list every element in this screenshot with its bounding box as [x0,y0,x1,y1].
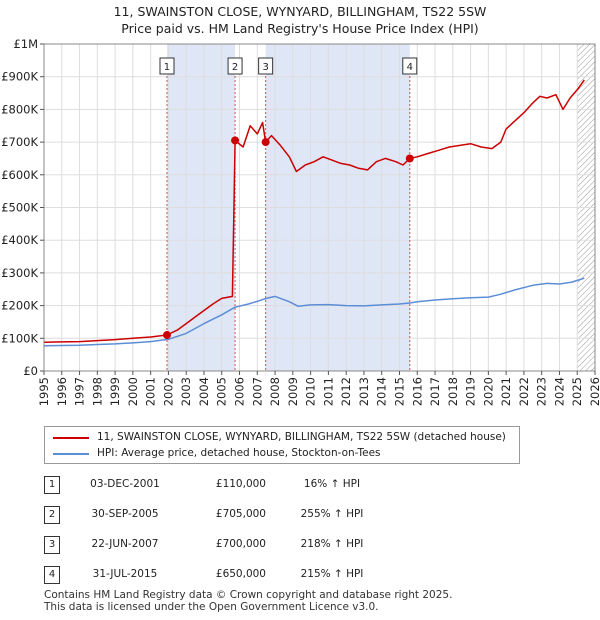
sale-number: 1 [44,476,60,494]
x-tick-label: 2003 [179,377,193,406]
chart-title: 11, SWAINSTON CLOSE, WYNYARD, BILLINGHAM… [113,4,487,19]
y-tick-label: £0 [23,364,38,378]
table-row: 4 31-JUL-2015 £650,000 215% ↑ HPI [0,566,600,586]
property-price-line [44,79,585,343]
sale-number: 4 [44,566,60,584]
sale-label: 2 [232,62,238,73]
sale-hpi: 215% ↑ HPI [300,568,364,580]
sale-hpi: 218% ↑ HPI [300,538,364,550]
legend-label-property: 11, SWAINSTON CLOSE, WYNYARD, BILLINGHAM… [97,431,506,443]
y-tick-label: £500K [1,201,38,215]
x-tick-label: 2009 [286,377,300,406]
sale-price: £110,000 [215,478,266,490]
y-tick-label: £300K [1,266,38,280]
x-tick-label: 2015 [392,377,406,406]
x-tick-label: 2008 [268,377,282,406]
x-tick-label: 2006 [233,377,247,406]
x-tick-label: 2016 [410,377,424,406]
sale-number: 2 [44,506,60,524]
sale-price: £700,000 [215,538,266,550]
x-tick-label: 2024 [552,377,566,406]
y-tick-label: £700K [1,135,38,149]
sale-hpi: 255% ↑ HPI [300,508,364,520]
x-tick-label: 2000 [126,377,140,406]
x-tick-label: 2014 [375,377,389,406]
x-tick-label: 2026 [588,377,600,406]
sale-label: 4 [407,62,413,73]
sale-point [261,138,270,147]
sale-date: 30-SEP-2005 [91,508,159,520]
sale-label: 3 [262,62,268,73]
footer: Contains HM Land Registry data © Crown c… [44,589,452,613]
legend-swatch-hpi [53,453,89,455]
footer-line-licence: This data is licensed under the Open Gov… [44,601,379,613]
legend-swatch-property [53,437,89,439]
x-tick-label: 2001 [144,377,158,406]
x-tick-label: 2007 [250,377,264,406]
x-tick-label: 1997 [73,377,87,406]
sale-hpi: 16% ↑ HPI [303,478,361,490]
sale-label-box [227,57,243,75]
sale-date: 03-DEC-2001 [90,478,160,490]
sale-label-box [258,57,274,75]
table-row: 2 30-SEP-2005 £705,000 255% ↑ HPI [0,506,600,526]
y-tick-label: £800K [1,102,38,116]
y-tick-label: £900K [1,70,38,84]
sale-point [405,154,414,163]
x-tick-label: 2002 [161,377,175,406]
sale-label: 1 [164,62,170,73]
x-tick-label: 1996 [55,377,69,406]
sale-label-box [159,57,175,75]
x-tick-label: 2019 [464,377,478,406]
sale-date: 31-JUL-2015 [92,568,158,580]
x-tick-label: 2011 [321,377,335,406]
y-tick-label: £600K [1,168,38,182]
x-tick-label: 2020 [481,377,495,406]
footer-line-copyright: Contains HM Land Registry data © Crown c… [44,589,453,601]
x-tick-label: 2004 [197,377,211,406]
sale-label-box [402,57,418,75]
y-tick-label: £100K [1,331,38,345]
y-tick-label: £400K [1,233,38,247]
legend-label-hpi: HPI: Average price, detached house, Stoc… [97,447,381,459]
table-row: 3 22-JUN-2007 £700,000 218% ↑ HPI [0,536,600,556]
sale-price: £650,000 [215,568,266,580]
x-tick-label: 2010 [304,377,318,406]
x-tick-label: 2023 [535,377,549,406]
x-tick-label: 2021 [499,377,513,406]
sale-price: £705,000 [215,508,266,520]
x-tick-label: 2013 [357,377,371,406]
price-chart: 1 2 3 4 £0 £100K £200K £300K £400K £500K £600K £70… [1,37,600,406]
x-tick-label: 1998 [90,377,104,406]
x-tick-label: 2018 [446,377,460,406]
y-tick-label: £1M [13,37,38,51]
sale-point [162,331,171,340]
x-tick-label: 2012 [339,377,353,406]
table-row: 1 03-DEC-2001 £110,000 16% ↑ HPI [0,476,600,496]
chart-subtitle: Price paid vs. HM Land Registry's House … [121,21,479,36]
hpi-line [44,277,585,347]
sale-date: 22-JUN-2007 [91,538,159,550]
x-tick-label: 2017 [428,377,442,406]
x-tick-label: 1999 [108,377,122,406]
x-tick-label: 2025 [570,377,584,406]
sale-number: 3 [44,536,60,554]
sale-point [231,136,240,145]
x-tick-label: 2005 [215,377,229,406]
x-tick-label: 1995 [37,377,51,406]
y-tick-label: £200K [1,299,38,313]
x-tick-label: 2022 [517,377,531,406]
chart-legend: 11, SWAINSTON CLOSE, WYNYARD, BILLINGHAM… [44,426,520,464]
